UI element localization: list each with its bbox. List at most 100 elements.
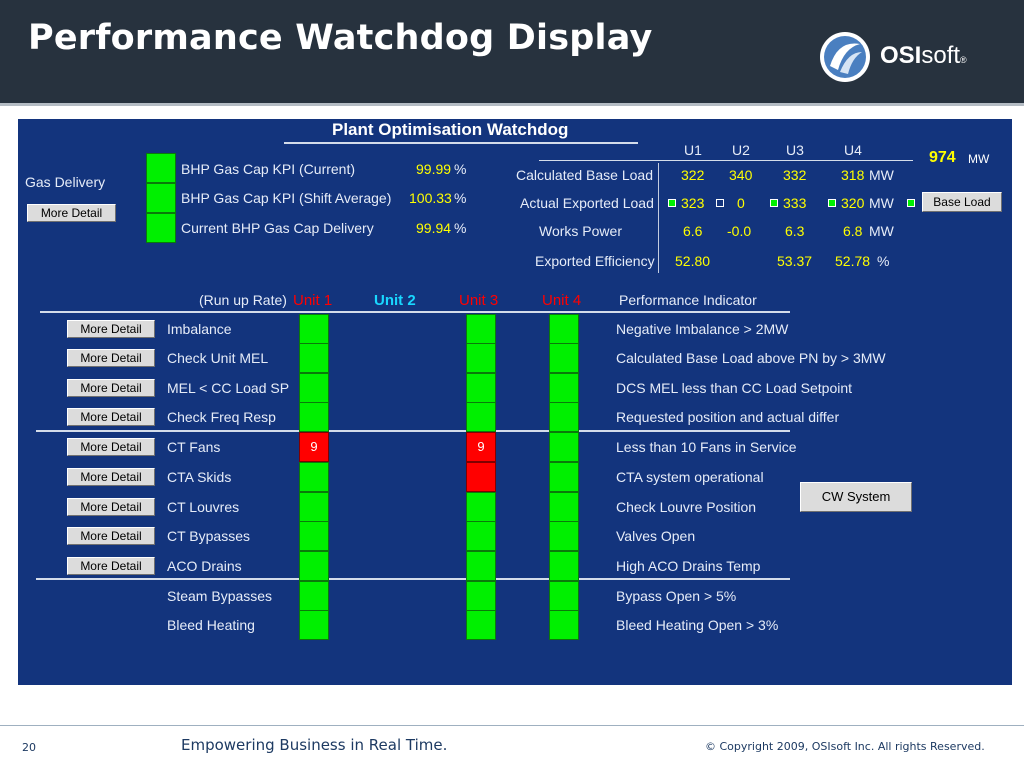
status-box-steam-bypasses-u3 xyxy=(466,581,496,611)
footer-divider xyxy=(0,725,1024,726)
load-value: 52.80 xyxy=(675,253,711,269)
status-box-imbalance-u3 xyxy=(466,314,496,344)
indicator-text-check-freq-resp: Requested position and actual differ xyxy=(616,409,840,425)
more-detail-button-ct-bypasses[interactable]: More Detail xyxy=(67,527,155,545)
check-name-mel-cc-load-sp: MEL < CC Load SP xyxy=(167,380,290,396)
footer-tagline: Empowering Business in Real Time. xyxy=(181,736,448,754)
page-number: 20 xyxy=(22,741,36,754)
unit-label-4: Unit 4 xyxy=(542,292,582,309)
kpi-label-shift-average: BHP Gas Cap KPI (Shift Average) xyxy=(181,190,392,206)
checks-middle-divider xyxy=(36,430,790,432)
load-value: 320 xyxy=(841,195,865,211)
status-box-check-freq-resp-u1 xyxy=(299,402,329,432)
osisoft-logo: OSIsoft® xyxy=(818,30,978,86)
more-detail-button-imbalance[interactable]: More Detail xyxy=(67,320,155,338)
run-up-rate-label: (Run up Rate) xyxy=(199,292,287,308)
more-detail-button-ct-fans[interactable]: More Detail xyxy=(67,438,155,456)
gas-delivery-label: Gas Delivery xyxy=(25,174,106,190)
more-detail-button-aco-drains[interactable]: More Detail xyxy=(67,557,155,575)
more-detail-button-check-freq-resp[interactable]: More Detail xyxy=(67,408,155,426)
load-value: -0.0 xyxy=(727,223,752,239)
watchdog-panel: Plant Optimisation Watchdog Gas Delivery… xyxy=(18,119,1012,685)
status-box-steam-bypasses-u4 xyxy=(549,581,579,611)
more-detail-button-mel-cc-load-sp[interactable]: More Detail xyxy=(67,379,155,397)
kpi-value-current: 99.99 xyxy=(416,161,452,177)
base-load-indicator xyxy=(907,199,915,207)
indicator-text-cta-skids: CTA system operational xyxy=(616,469,764,485)
osisoft-logo-icon xyxy=(820,32,870,82)
indicator-text-imbalance: Negative Imbalance > 2MW xyxy=(616,321,789,337)
load-value: 6.3 xyxy=(785,223,805,239)
status-box-bleed-heating-u4 xyxy=(549,610,579,640)
more-detail-button-ct-louvres[interactable]: More Detail xyxy=(67,498,155,516)
load-row-label-actual-exported-load: Actual Exported Load xyxy=(520,195,654,211)
indicator-text-steam-bypasses: Bypass Open > 5% xyxy=(616,588,737,604)
load-value: 322 xyxy=(681,167,705,183)
performance-indicator-header: Performance Indicator xyxy=(619,292,757,308)
slide-title: Performance Watchdog Display xyxy=(28,18,653,58)
cw-system-button[interactable]: CW System xyxy=(800,482,912,512)
load-unit: MW xyxy=(869,195,894,211)
load-value: 340 xyxy=(729,167,753,183)
export-indicator-u1 xyxy=(668,199,676,207)
status-box-ct-louvres-u3 xyxy=(466,492,496,522)
status-box-cta-skids-u1 xyxy=(299,462,329,492)
checks-top-divider xyxy=(40,311,790,313)
load-value: 333 xyxy=(783,195,807,211)
base-load-button[interactable]: Base Load xyxy=(922,192,1002,212)
load-value: 6.8 xyxy=(843,223,863,239)
status-box-ct-fans-u3: 9 xyxy=(466,432,496,462)
indicator-text-aco-drains: High ACO Drains Temp xyxy=(616,558,761,574)
gas-delivery-more-detail-button[interactable]: More Detail xyxy=(27,204,116,222)
load-row-label-exported-efficiency: Exported Efficiency xyxy=(535,253,655,269)
indicator-text-check-unit-mel: Calculated Base Load above PN by > 3MW xyxy=(616,350,886,366)
unit-header-underline xyxy=(539,160,913,161)
load-unit: % xyxy=(877,253,890,269)
status-box-cta-skids-u4 xyxy=(549,462,579,492)
export-indicator-u4 xyxy=(828,199,836,207)
load-value: 318 xyxy=(841,167,865,183)
check-name-check-freq-resp: Check Freq Resp xyxy=(167,409,276,425)
more-detail-button-check-unit-mel[interactable]: More Detail xyxy=(67,349,155,367)
kpi-status-current xyxy=(146,153,176,183)
check-name-ct-bypasses: CT Bypasses xyxy=(167,528,250,544)
kpi-label-current: BHP Gas Cap KPI (Current) xyxy=(181,161,356,177)
kpi-unit-current: % xyxy=(454,161,467,177)
load-value: 52.78 xyxy=(835,253,871,269)
more-detail-button-cta-skids[interactable]: More Detail xyxy=(67,468,155,486)
status-box-imbalance-u1 xyxy=(299,314,329,344)
watchdog-title: Plant Optimisation Watchdog xyxy=(332,120,569,139)
unit-header-u2: U2 xyxy=(732,142,750,158)
indicator-text-ct-louvres: Check Louvre Position xyxy=(616,499,757,515)
status-box-mel-cc-load-sp-u1 xyxy=(299,373,329,403)
load-row-label-calculated-base-load: Calculated Base Load xyxy=(516,167,653,183)
status-box-ct-louvres-u1 xyxy=(299,492,329,522)
status-box-check-unit-mel-u1 xyxy=(299,343,329,373)
load-row-label-works-power: Works Power xyxy=(539,223,622,239)
export-indicator-u3 xyxy=(770,199,778,207)
status-box-ct-bypasses-u1 xyxy=(299,521,329,551)
status-box-aco-drains-u1 xyxy=(299,551,329,581)
unit-header-u1: U1 xyxy=(684,142,702,158)
status-box-mel-cc-load-sp-u4 xyxy=(549,373,579,403)
load-value: 53.37 xyxy=(777,253,813,269)
kpi-unit-delivery: % xyxy=(454,220,467,236)
load-value: 332 xyxy=(783,167,807,183)
unit-label-2: Unit 2 xyxy=(374,292,416,309)
title-underline xyxy=(284,142,638,144)
status-box-check-unit-mel-u3 xyxy=(466,343,496,373)
header-divider xyxy=(0,103,1024,106)
load-value: 6.6 xyxy=(683,223,703,239)
footer-copyright: © Copyright 2009, OSIsoft Inc. All right… xyxy=(705,740,985,753)
total-mw-unit: MW xyxy=(968,152,990,166)
total-mw-value: 974 xyxy=(929,149,956,166)
check-name-aco-drains: ACO Drains xyxy=(167,558,242,574)
status-box-check-freq-resp-u3 xyxy=(466,402,496,432)
load-value: 323 xyxy=(681,195,705,211)
kpi-value-delivery: 99.94 xyxy=(416,220,452,236)
checks-bottom-divider xyxy=(36,578,790,580)
status-box-bleed-heating-u3 xyxy=(466,610,496,640)
status-box-aco-drains-u3 xyxy=(466,551,496,581)
unit-header-u3: U3 xyxy=(786,142,804,158)
export-indicator-u2 xyxy=(716,199,724,207)
